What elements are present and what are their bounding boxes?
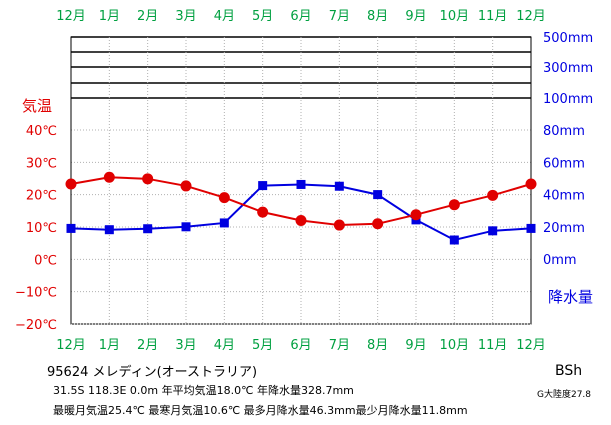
- precipitation-point: [373, 190, 383, 200]
- month-label-bottom: 1月: [99, 338, 120, 353]
- month-label-bottom: 7月: [329, 338, 350, 353]
- temperature-tick-label: −10℃: [15, 286, 57, 301]
- month-label-bottom: 12月: [56, 338, 86, 353]
- precipitation-point: [526, 223, 536, 233]
- precipitation-tick-label: 300mm: [543, 61, 593, 76]
- month-label-top: 6月: [290, 9, 311, 24]
- precipitation-axis-title: 降水量: [548, 288, 593, 306]
- month-label-top: 9月: [405, 9, 426, 24]
- temperature-axis-title: 気温: [22, 97, 52, 115]
- month-label-bottom: 5月: [252, 338, 273, 353]
- temperature-tick-label: 30℃: [26, 156, 57, 171]
- temperature-tick-label: 0℃: [34, 253, 57, 268]
- temperature-point: [487, 189, 499, 201]
- precipitation-point: [296, 179, 306, 189]
- precipitation-point: [449, 235, 459, 245]
- station-id-name: 95624 メレディン(オーストラリア): [47, 365, 258, 380]
- month-label-top: 11月: [478, 9, 508, 24]
- month-label-bottom: 9月: [405, 338, 426, 353]
- temperature-point: [142, 173, 154, 185]
- precipitation-point: [258, 181, 268, 191]
- month-label-top: 1月: [99, 9, 120, 24]
- precipitation-point: [488, 226, 498, 236]
- grid: [70, 36, 532, 325]
- temperature-point: [410, 209, 422, 221]
- precipitation-tick-label: 40mm: [543, 189, 585, 204]
- month-label-top: 7月: [329, 9, 350, 24]
- precipitation-tick-label: 500mm: [543, 31, 593, 46]
- temperature-point: [218, 192, 230, 204]
- temperature-tick-label: 20℃: [26, 189, 57, 204]
- month-label-bottom: 12月: [516, 338, 546, 353]
- precipitation-axis-ticks: 500mm 300mm 100mm 80mm 60mm 40mm 20mm 0mm: [543, 31, 593, 268]
- temperature-point: [372, 218, 384, 230]
- month-label-top: 5月: [252, 9, 273, 24]
- precipitation-tick-label: 0mm: [543, 253, 577, 268]
- month-label-bottom: 2月: [137, 338, 158, 353]
- month-labels-bottom: 12月 1月 2月 3月 4月 5月 6月 7月 8月 9月 10月 11月 12月: [56, 338, 546, 353]
- temperature-axis-ticks: 40℃ 30℃ 20℃ 10℃ 0℃ −10℃ −20℃: [15, 124, 57, 333]
- temperature-tick-label: 40℃: [26, 124, 57, 139]
- temperature-series: [65, 171, 537, 231]
- continentality-index: G大陸度27.8: [537, 390, 592, 400]
- precipitation-line: [70, 183, 532, 242]
- month-label-top: 3月: [175, 9, 196, 24]
- precipitation-point: [143, 224, 153, 234]
- temperature-point: [257, 206, 269, 218]
- month-label-top: 2月: [137, 9, 158, 24]
- month-label-bottom: 10月: [440, 338, 470, 353]
- precipitation-tick-label: 80mm: [543, 124, 585, 139]
- temperature-point: [65, 178, 77, 190]
- precipitation-point: [104, 225, 114, 235]
- temperature-point: [103, 171, 115, 183]
- month-label-top: 10月: [440, 9, 470, 24]
- precipitation-series: [66, 179, 536, 245]
- precipitation-tick-label: 20mm: [543, 221, 585, 236]
- temperature-point: [333, 219, 345, 231]
- temperature-point: [525, 178, 537, 190]
- precipitation-tick-label: 60mm: [543, 156, 585, 171]
- month-label-top: 12月: [56, 9, 86, 24]
- precipitation-tick-label: 100mm: [543, 92, 593, 107]
- precipitation-point: [334, 181, 344, 191]
- month-label-top: 8月: [367, 9, 388, 24]
- climate-code: BSh: [555, 363, 583, 379]
- month-label-bottom: 6月: [290, 338, 311, 353]
- month-label-bottom: 4月: [214, 338, 235, 353]
- month-label-bottom: 3月: [175, 338, 196, 353]
- temperature-point: [295, 215, 307, 227]
- precipitation-point: [219, 218, 229, 228]
- month-labels-top: 12月 1月 2月 3月 4月 5月 6月 7月 8月 9月 10月 11月 12月: [56, 9, 546, 24]
- temperature-tick-label: 10℃: [26, 221, 57, 236]
- precipitation-point: [181, 222, 191, 232]
- temperature-tick-label: −20℃: [15, 318, 57, 333]
- month-label-top: 4月: [214, 9, 235, 24]
- precipitation-point: [66, 223, 76, 233]
- month-label-bottom: 11月: [478, 338, 508, 353]
- month-label-top: 12月: [516, 9, 546, 24]
- station-summary: 31.5S 118.3E 0.0m 年平均気温18.0℃ 年降水量328.7mm: [53, 384, 354, 397]
- temperature-point: [448, 199, 460, 211]
- station-extremes: 最暖月気温25.4℃ 最寒月気温10.6℃ 最多月降水量46.3mm最少月降水量…: [53, 404, 468, 417]
- month-label-bottom: 8月: [367, 338, 388, 353]
- temperature-point: [180, 180, 192, 192]
